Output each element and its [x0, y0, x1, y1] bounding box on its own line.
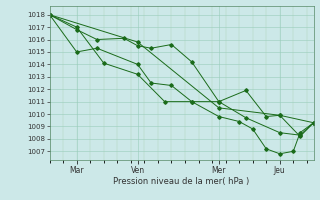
X-axis label: Pression niveau de la mer( hPa ): Pression niveau de la mer( hPa )	[114, 177, 250, 186]
